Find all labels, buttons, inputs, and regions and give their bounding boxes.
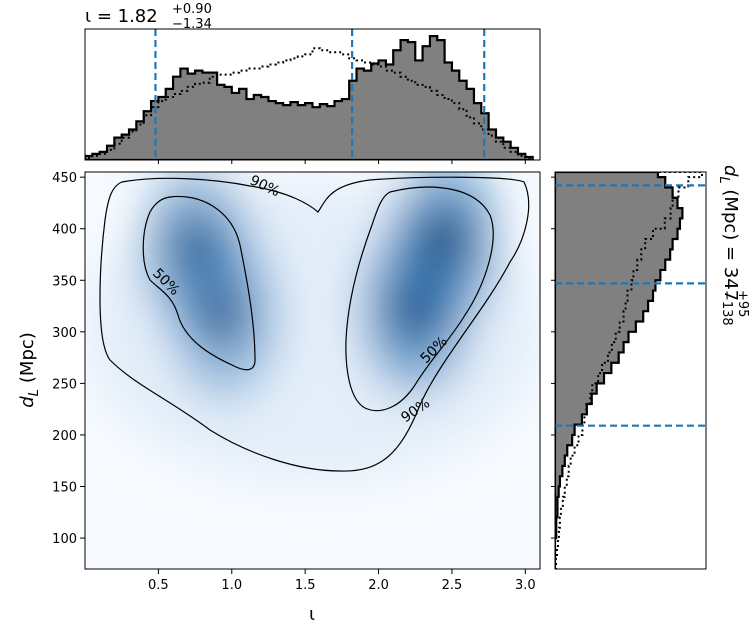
x-axis-label: ι [309,604,315,625]
contour-50-left [142,195,256,371]
y-tick-label: 100 [52,532,77,547]
right-quantile-lines [555,184,706,427]
density-peak-core-1 [418,205,471,274]
y-axis-label: dL (Mpc) [17,332,42,408]
right-y-ticks [551,176,555,539]
top-marginal-panel: ι = 1.82 +0.90 −1.34 [84,2,541,164]
right-title-main: d [720,165,741,177]
right-title: dL (Mpc) = 347 [716,165,741,301]
x-tick-label: 2.0 [368,578,389,593]
y-tick-label: 200 [52,429,77,444]
x-tick-label: 0.5 [148,578,169,593]
top-posterior-histogram [85,34,534,160]
y-axis-label-unit: (Mpc) [17,332,38,383]
right-title-sup: +95 [735,290,750,317]
y-axis-label-main: d [17,396,38,408]
top-frame [84,28,541,161]
right-prior-histogram [555,172,703,569]
top-title-sup: +0.90 [172,2,212,17]
y-tick-label: 450 [52,171,77,186]
y-tick-label: 250 [52,377,77,392]
y-tick-label: 300 [52,326,77,341]
top-title-main: ι = 1.82 [85,6,158,27]
density-heatmap [85,172,540,482]
right-title-sub: −138 [719,290,734,326]
right-title-rest: (Mpc) = 347 [720,184,741,302]
top-prior-histogram [85,47,534,160]
right-frame [554,171,707,570]
x-tick-label: 3.0 [515,578,536,593]
top-x-ticks [157,160,526,164]
contour-90-outer [99,176,530,472]
top-title-sub: −1.34 [172,17,212,32]
x-tick-label: 1.0 [221,578,242,593]
density-peak-core-3 [198,282,251,351]
y-tick-label: 150 [52,481,77,496]
right-marginal-panel: dL (Mpc) = 347 +95 −138 [551,165,750,570]
x-tick-label: 1.5 [295,578,316,593]
joint-panel: 90%50%50%90% 0.5 1.0 1.5 2.0 2.5 3.0 10015020… [17,171,541,625]
x-tick-label: 2.5 [442,578,463,593]
credible-contours [99,176,530,472]
top-title: ι = 1.82 [85,6,158,27]
y-axis-ticks: 100 150 200 250 300 350 400 450 [52,171,85,547]
joint-frame [84,171,541,570]
contour-50-right [345,186,494,412]
x-axis-ticks: 0.5 1.0 1.5 2.0 2.5 3.0 [148,569,536,593]
y-tick-label: 400 [52,223,77,238]
right-posterior-histogram [555,172,684,569]
right-title-subL: L [716,176,731,183]
y-axis-label-sub: L [27,389,42,396]
y-tick-label: 350 [52,274,77,289]
